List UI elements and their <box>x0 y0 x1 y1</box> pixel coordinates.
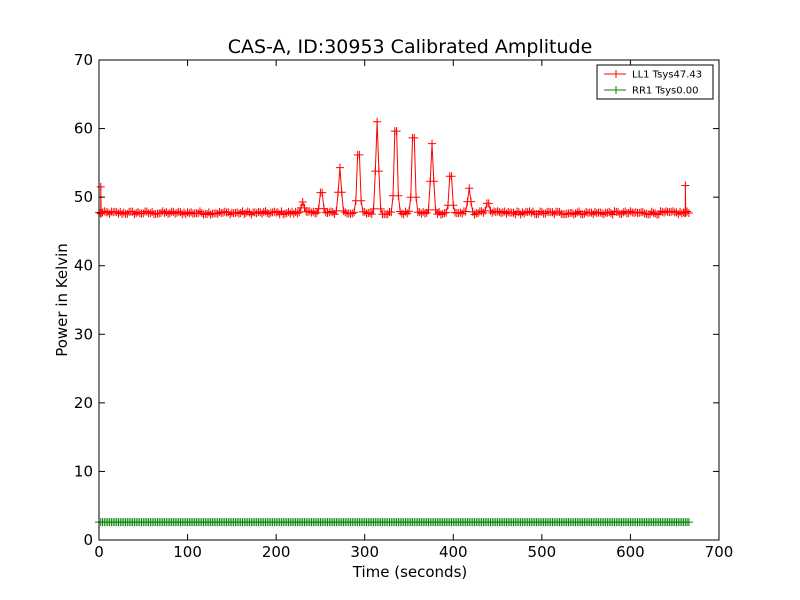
plot-frame <box>98 59 720 541</box>
series-rr1 <box>95 518 693 527</box>
y-tick-label: 50 <box>74 188 93 206</box>
y-tick-label: 0 <box>83 531 93 549</box>
plot-area <box>99 60 719 540</box>
legend-marker-rr1 <box>612 86 620 94</box>
x-tick-label: 700 <box>705 543 734 561</box>
legend-marker-ll1 <box>612 70 620 78</box>
x-axis: 0 100 200 300 400 500 600 700 <box>94 60 733 561</box>
y-tick-label: 10 <box>74 462 93 480</box>
legend-entry-rr1: RR1 Tsys0.00 <box>604 86 699 97</box>
legend-label-rr1: RR1 Tsys0.00 <box>632 86 699 97</box>
y-axis: 0 10 20 30 40 50 60 70 <box>74 51 719 549</box>
x-tick-label: 500 <box>528 543 557 561</box>
legend-label-ll1: LL1 Tsys47.43 <box>632 70 702 81</box>
series-layer <box>95 117 693 527</box>
legend-entry-ll1: LL1 Tsys47.43 <box>604 70 702 81</box>
y-tick-label: 20 <box>74 394 93 412</box>
x-tick-label: 300 <box>350 543 379 561</box>
y-tick-label: 70 <box>74 51 93 69</box>
y-tick-label: 60 <box>74 120 93 138</box>
y-axis-label: Power in Kelvin <box>53 243 71 357</box>
y-tick-label: 40 <box>74 257 93 275</box>
x-tick-label: 200 <box>262 543 291 561</box>
chart-title: CAS-A, ID:30953 Calibrated Amplitude <box>228 36 593 58</box>
x-axis-label: Time (seconds) <box>352 563 468 581</box>
x-tick-label: 100 <box>173 543 202 561</box>
y-tick-label: 30 <box>74 325 93 343</box>
x-tick-label: 600 <box>616 543 645 561</box>
legend: LL1 Tsys47.43 RR1 Tsys0.00 <box>596 64 714 100</box>
x-tick-label: 400 <box>439 543 468 561</box>
x-tick-label: 0 <box>94 543 104 561</box>
